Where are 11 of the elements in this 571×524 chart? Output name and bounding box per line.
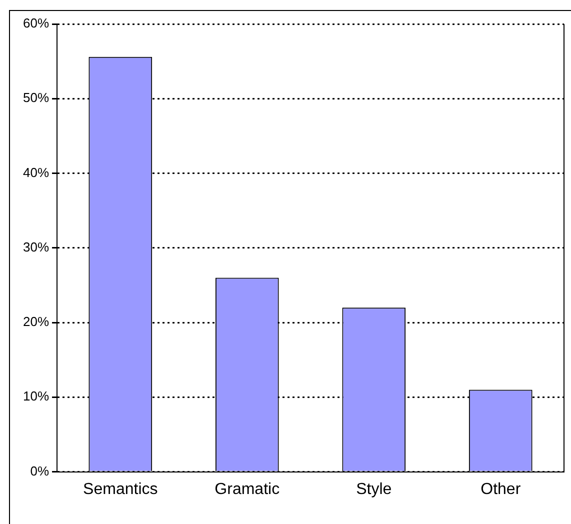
x-tick-label: Style	[356, 480, 392, 498]
y-tick-label: 30%	[22, 239, 50, 254]
x-tick-label: Semantics	[83, 480, 158, 498]
x-tick-label: Other	[480, 480, 522, 498]
y-tick-label: 40%	[22, 164, 50, 180]
y-tick-label: 20%	[22, 314, 50, 330]
x-tick-label: Gramatic	[214, 480, 280, 498]
y-tick-label: 10%	[22, 388, 50, 404]
y-tick-label: 60%	[22, 16, 50, 31]
y-tick-label: 0%	[30, 463, 50, 478]
y-tick-label: 50%	[22, 90, 50, 106]
